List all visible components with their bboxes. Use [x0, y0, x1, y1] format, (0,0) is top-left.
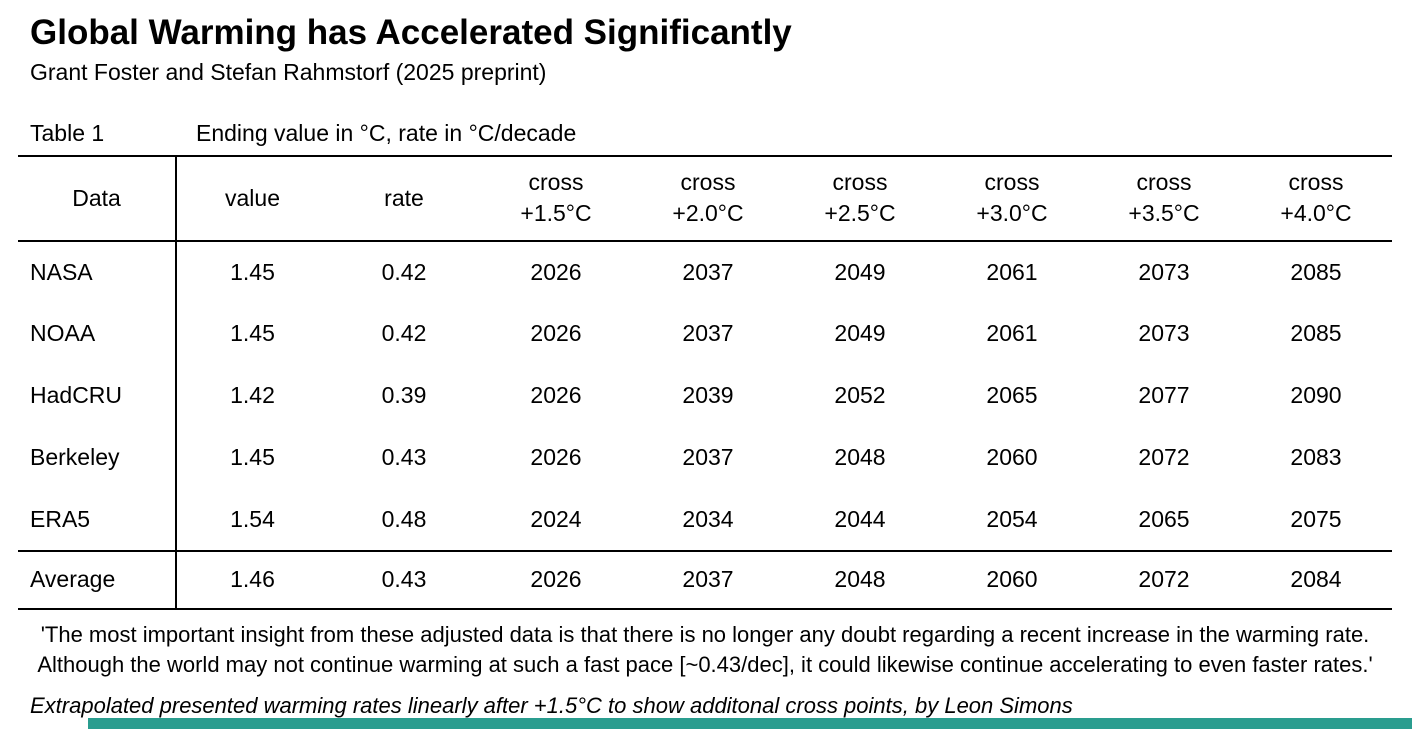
column-header-line1: cross [1288, 169, 1344, 196]
column-header: cross +3.5°C [1088, 156, 1240, 242]
page-title: Global Warming has Accelerated Significa… [30, 13, 792, 52]
table-caption-row: Table 1 Ending value in °C, rate in °C/de… [18, 120, 1392, 157]
table-cell: 2084 [1240, 549, 1392, 610]
table-row: NASA 1.45 0.42 2026 2037 2049 2061 2073 2085 [18, 240, 1392, 303]
table-cell: 2073 [1138, 258, 1190, 285]
column-header: rate [328, 156, 480, 242]
table-cell: 2024 [530, 505, 582, 532]
table-cell: 2026 [530, 444, 582, 471]
table-row: NOAA 1.45 0.42 2026 2037 2049 2061 2073 2085 [18, 302, 1392, 365]
table-cell: 0.42 [381, 320, 427, 347]
column-header-line1: cross [984, 169, 1040, 196]
table-row: ERA5 1.54 0.48 2024 2034 2044 2054 2065 2075 [18, 488, 1392, 551]
table-cell: 1.45 [230, 320, 275, 347]
table-row: Berkeley 1.45 0.43 2026 2037 2048 2060 2072 2083 [18, 426, 1392, 489]
table-cell: 0.43 [381, 444, 427, 471]
column-header-line2: +2.0°C [672, 200, 744, 227]
column-header-line2: +1.5°C [520, 200, 592, 227]
row-label-cell: Berkeley [18, 426, 177, 489]
table-cell: 2060 [986, 444, 1038, 471]
table-cell: 1.42 [230, 382, 275, 409]
table-cell: 2075 [1290, 505, 1342, 532]
table-cell: 1.45 [230, 258, 275, 285]
table-header-row: Data value rate cross +1.5°C cross +2.0°C cross… [18, 156, 1392, 242]
table-cell: 2037 [682, 444, 734, 471]
table-cell: 2026 [530, 320, 582, 347]
table-cell: 2052 [834, 382, 886, 409]
table-cell: 0.42 [381, 258, 427, 285]
table-label: Table 1 [30, 119, 105, 146]
row-label-cell: NOAA [18, 302, 177, 365]
table-cell: 2037 [632, 549, 784, 610]
table-cell: 2049 [834, 258, 886, 285]
table-cell: 2048 [784, 549, 936, 610]
table-cell: 2034 [682, 505, 734, 532]
table-cell: 2065 [1138, 505, 1190, 532]
table-cell: 2073 [1138, 320, 1190, 347]
table-cell: 2072 [1088, 549, 1240, 610]
table-cell: 2077 [1138, 382, 1190, 409]
column-header-line2: +4.0°C [1280, 200, 1352, 227]
column-header: cross +1.5°C [480, 156, 632, 242]
table-cell: 2083 [1290, 444, 1342, 471]
table-cell: 2065 [986, 382, 1038, 409]
column-header-line2: +3.0°C [976, 200, 1048, 227]
table-cell: 2039 [682, 382, 734, 409]
column-header-line1: cross [832, 169, 888, 196]
page-subtitle: Grant Foster and Stefan Rahmstorf (2025 … [30, 59, 547, 85]
table-cell: 0.39 [381, 382, 427, 409]
table-body: NASA 1.45 0.42 2026 2037 2049 2061 2073 2085 NOAA… [18, 240, 1392, 610]
column-header-line1: cross [1136, 169, 1192, 196]
table-cell: 0.43 [328, 549, 480, 610]
row-label-cell: NASA [18, 240, 177, 303]
table-cell: 2061 [986, 320, 1038, 347]
table-cell: 1.45 [230, 444, 275, 471]
column-header: Data [18, 156, 177, 242]
table-cell: 2026 [480, 549, 632, 610]
column-header-line2: +3.5°C [1128, 200, 1200, 227]
table-cell: 2054 [986, 505, 1038, 532]
table-cell: 2037 [682, 320, 734, 347]
footnote-text: Extrapolated presented warming rates lin… [30, 693, 1073, 719]
table-cell: 0.48 [381, 505, 427, 532]
table-cell: 1.46 [176, 549, 328, 610]
table-cell: 2044 [834, 505, 886, 532]
table-head: Data value rate cross +1.5°C cross +2.0°C cross… [18, 156, 1392, 242]
table-cell: 2048 [834, 444, 886, 471]
table-caption: Ending value in °C, rate in °C/decade [196, 119, 577, 146]
table-cell: 2060 [936, 549, 1088, 610]
table-cell: 2049 [834, 320, 886, 347]
column-header-line1: cross [680, 169, 736, 196]
column-header: cross +3.0°C [936, 156, 1088, 242]
table-cell: 2026 [530, 382, 582, 409]
row-label-cell: ERA5 [18, 488, 177, 551]
column-header: value [176, 156, 328, 242]
table-cell: 2090 [1290, 382, 1342, 409]
table-cell: 1.54 [230, 505, 275, 532]
data-table: Data value rate cross +1.5°C cross +2.0°C cross… [18, 156, 1392, 610]
quote-text: 'The most important insight from these a… [37, 621, 1373, 677]
row-label-cell: Average [18, 549, 177, 610]
table-row: HadCRU 1.42 0.39 2026 2039 2052 2065 2077 2090 [18, 364, 1392, 427]
row-label-cell: HadCRU [18, 364, 177, 427]
table-cell: 2085 [1290, 320, 1342, 347]
column-header: cross +2.0°C [632, 156, 784, 242]
column-header-line2: +2.5°C [824, 200, 896, 227]
table-cell: 2026 [530, 258, 582, 285]
table-cell: 2072 [1138, 444, 1190, 471]
bottom-accent-bar [88, 718, 1412, 729]
column-header: cross +4.0°C [1240, 156, 1392, 242]
table-cell: 2037 [682, 258, 734, 285]
table-summary-row: Average 1.46 0.43 2026 2037 2048 2060 2072 2084 [18, 549, 1392, 610]
column-header-line1: cross [528, 169, 584, 196]
table-cell: 2061 [986, 258, 1038, 285]
column-header: cross +2.5°C [784, 156, 936, 242]
table-cell: 2085 [1290, 258, 1342, 285]
